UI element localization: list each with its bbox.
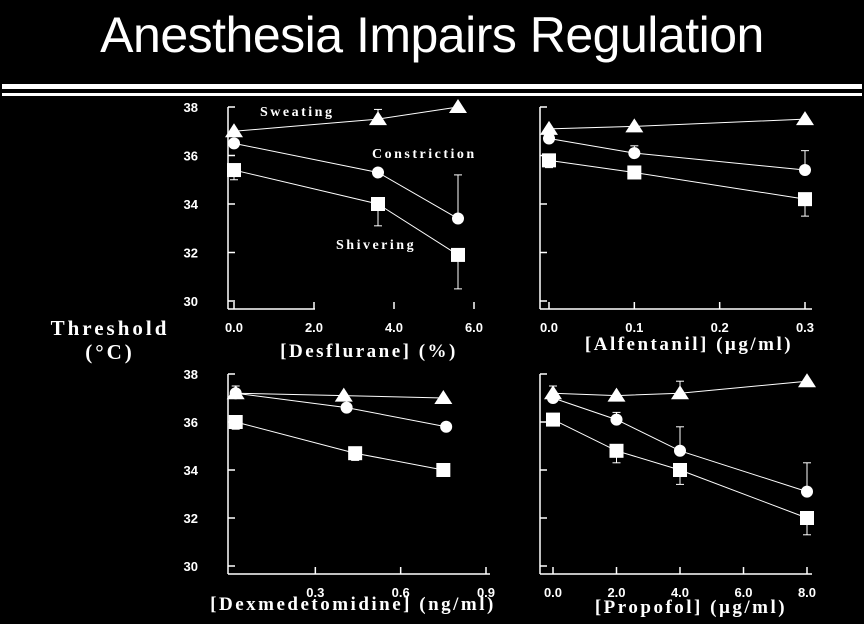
x-tick-label: 6.0	[734, 585, 752, 600]
series-line-square	[552, 419, 808, 519]
data-point-circle	[674, 444, 686, 457]
y-tick-label: 32	[184, 246, 198, 261]
x-tick-label: 0.9	[477, 585, 495, 600]
y-tick-label: 38	[184, 367, 198, 382]
x-tick-label: 4.0	[385, 320, 403, 335]
x-tick-label: 0.0	[540, 320, 558, 335]
data-point-circle	[610, 413, 623, 426]
data-point-square	[673, 463, 687, 477]
x-axis-label: [Propofol] (µg/ml)	[595, 597, 787, 618]
title-divider	[2, 84, 862, 89]
y-axis-label-line1: Threshold	[50, 316, 170, 340]
x-tick-label: 2.0	[607, 585, 625, 600]
data-point-triangle	[798, 373, 816, 388]
data-point-circle	[799, 164, 811, 177]
y-axis-label-line2: (°C)	[85, 340, 135, 364]
data-point-square	[227, 163, 241, 178]
data-point-square	[798, 192, 812, 207]
series-line-square	[235, 421, 444, 471]
y-tick-label: 30	[184, 559, 198, 574]
x-tick-label: 8.0	[798, 585, 816, 600]
x-tick-label: 0.0	[544, 585, 562, 600]
x-tick-label: 4.0	[671, 585, 689, 600]
series-label-square: Shivering	[336, 238, 416, 253]
data-point-circle	[801, 485, 813, 498]
series-line-circle	[552, 397, 808, 493]
y-tick-label: 36	[184, 415, 198, 430]
x-tick-label: 0.1	[625, 320, 643, 335]
data-point-square	[546, 412, 560, 427]
data-point-square	[228, 415, 243, 429]
data-point-triangle	[449, 99, 467, 113]
data-point-triangle	[796, 111, 814, 126]
x-axis-label: [Alfentanil] (µg/ml)	[585, 334, 793, 355]
data-point-circle	[452, 212, 464, 225]
x-tick-label: 0.0	[225, 320, 243, 335]
data-point-circle	[228, 137, 240, 150]
y-axis-label: Threshold (°C)	[30, 316, 190, 364]
data-point-circle	[628, 147, 641, 160]
data-point-triangle	[334, 387, 353, 402]
series-line-triangle	[552, 380, 808, 397]
y-tick-label: 34	[184, 463, 199, 478]
y-tick-label: 32	[184, 511, 198, 526]
data-point-circle	[340, 401, 353, 414]
data-point-square	[436, 463, 451, 477]
x-tick-label: 2.0	[305, 320, 323, 335]
data-point-triangle	[434, 390, 453, 404]
data-point-square	[800, 511, 814, 525]
page-title: Anesthesia Impairs Regulation	[100, 7, 764, 63]
x-axis-label: [Desflurane] (%)	[280, 341, 458, 362]
title-divider-thin	[2, 93, 862, 96]
data-point-square	[627, 165, 642, 180]
series-label-triangle: Sweating	[260, 105, 334, 120]
data-point-square	[371, 197, 385, 211]
x-tick-label: 0.6	[392, 585, 410, 600]
y-tick-label: 38	[184, 100, 198, 115]
data-point-triangle	[607, 387, 626, 402]
y-tick-label: 34	[184, 197, 199, 212]
series-label-circle: Constriction	[372, 147, 477, 162]
data-point-triangle	[369, 111, 387, 126]
x-tick-label: 0.3	[796, 320, 814, 335]
data-point-triangle	[225, 123, 243, 138]
data-point-circle	[543, 132, 555, 145]
data-point-square	[451, 247, 465, 262]
y-tick-label: 30	[184, 294, 198, 309]
y-tick-label: 36	[184, 149, 198, 164]
data-point-circle	[547, 392, 559, 404]
data-point-square	[348, 446, 363, 461]
data-point-circle	[229, 387, 242, 400]
x-tick-label: 0.3	[306, 585, 324, 600]
chart-panel-1: 38 36 34 32 30 0.0 2.0 4.0 6.0 [Desflurane] (%) Sw…	[184, 99, 483, 362]
chart-panel-2: 0.0 0.1 0.2 0.3[Alfentanil] (µg/ml)	[539, 106, 814, 355]
x-tick-label: 6.0	[465, 320, 483, 335]
data-point-square	[542, 153, 556, 168]
chart-panel-3: 38 36 34 32 30 0.3 0.6 0.9[Dexmedetomidine] (ng…	[184, 367, 496, 615]
chart-panel-4: 0.0 2.0 4.0 6.0 8.0 [Propofol] (µg/ml)	[539, 373, 816, 618]
data-point-triangle	[671, 385, 689, 400]
x-axis-label: [Dexmedetomidine] (ng/ml)	[210, 594, 496, 615]
data-point-circle	[372, 166, 384, 179]
x-tick-label: 0.2	[711, 320, 729, 335]
data-point-triangle	[625, 118, 644, 133]
series-line-triangle	[548, 118, 806, 130]
data-point-square	[609, 443, 624, 458]
data-point-circle	[440, 420, 453, 433]
data-point-triangle	[540, 120, 558, 135]
